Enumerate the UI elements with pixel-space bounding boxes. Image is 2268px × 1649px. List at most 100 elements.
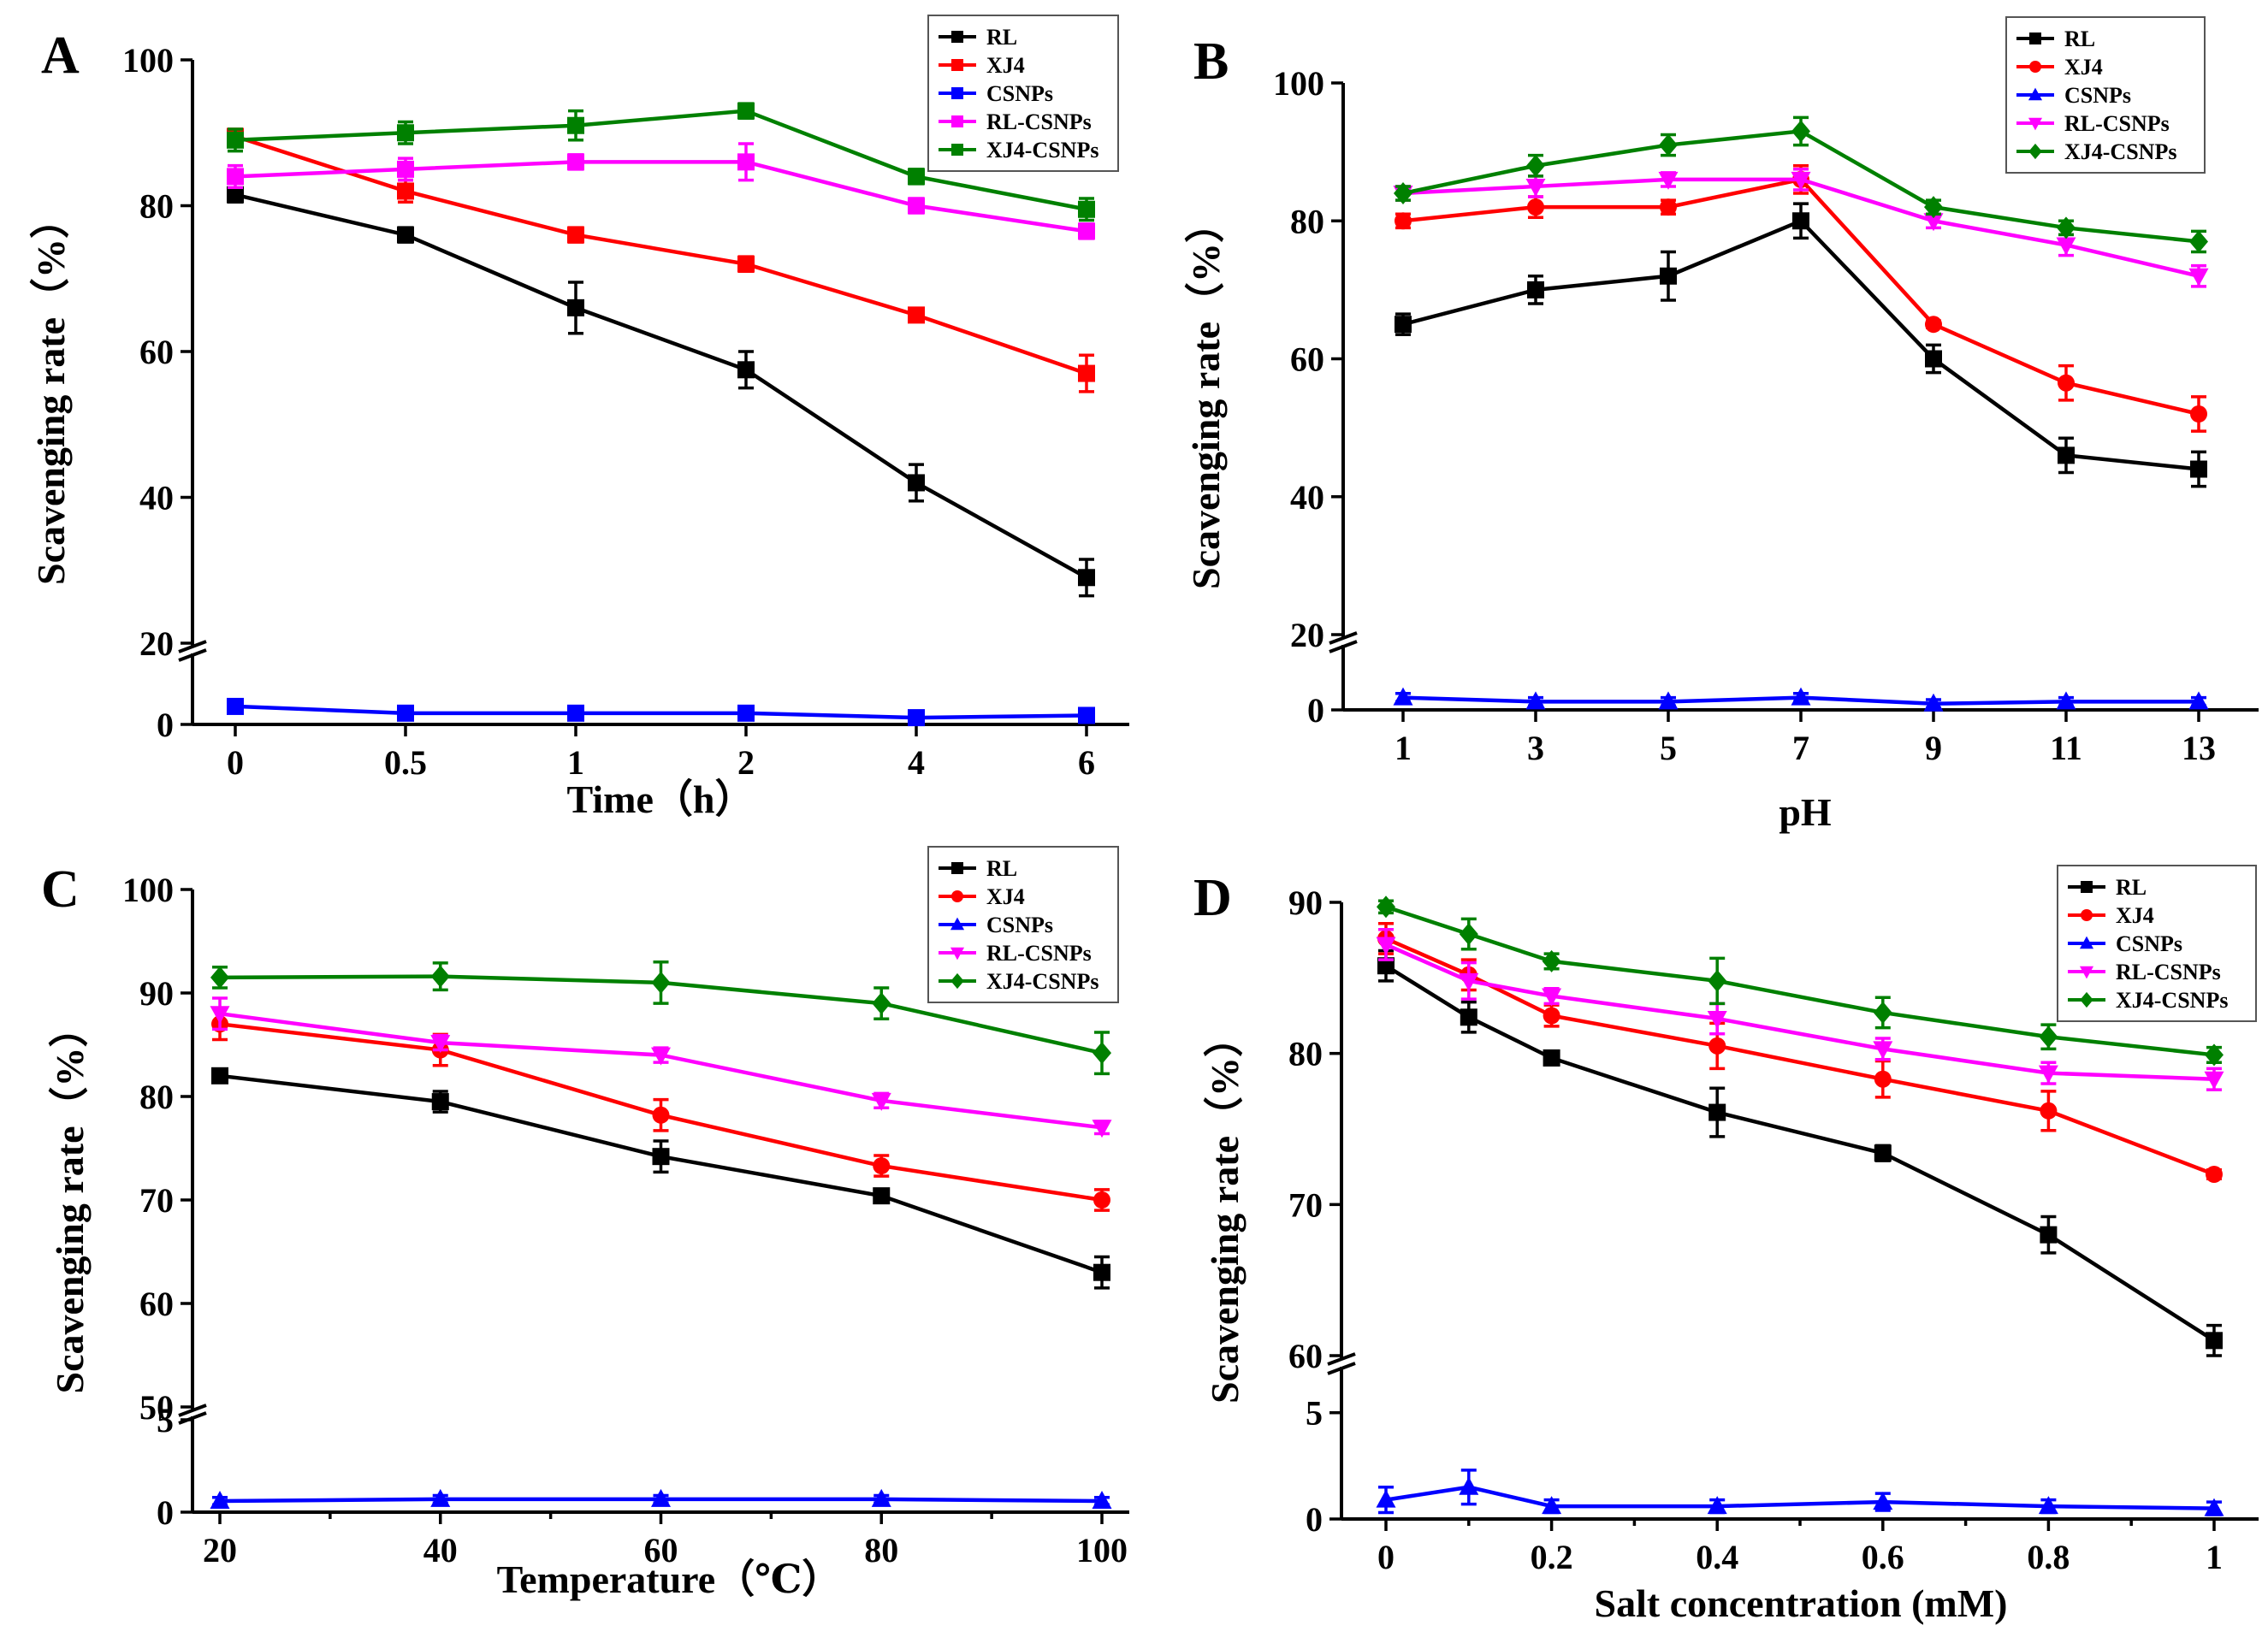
y-tick-label: 0 bbox=[1307, 691, 1324, 730]
data-point bbox=[908, 306, 925, 324]
data-point bbox=[1527, 198, 1544, 216]
legend-label: XJ4-CSNPs bbox=[2116, 988, 2228, 1013]
data-point bbox=[567, 153, 584, 171]
data-point bbox=[1707, 1011, 1727, 1030]
legend-label: XJ4 bbox=[2116, 903, 2154, 928]
x-tick-label: 1 bbox=[2206, 1538, 2223, 1576]
legend-label: RL bbox=[2116, 875, 2147, 900]
data-point bbox=[737, 255, 755, 273]
y-axis-title: Scavenging rate（%） bbox=[29, 199, 73, 585]
axis-break-mark bbox=[178, 640, 207, 653]
data-point bbox=[1923, 213, 1944, 232]
x-axis-title: Time（h） bbox=[567, 777, 755, 821]
data-point bbox=[1459, 972, 1479, 991]
data-point bbox=[873, 1157, 891, 1175]
data-point bbox=[871, 1092, 891, 1111]
series-xj4-csnps bbox=[1394, 115, 2208, 254]
series-xj4-csnps bbox=[210, 960, 1111, 1076]
data-point bbox=[737, 361, 755, 379]
data-point bbox=[1708, 969, 1727, 992]
series-xj4-csnps bbox=[1377, 895, 2224, 1067]
x-tick-label: 13 bbox=[2182, 729, 2216, 767]
legend-marker bbox=[951, 862, 963, 874]
x-tick-label: 20 bbox=[203, 1531, 237, 1569]
data-point bbox=[1542, 949, 1561, 972]
data-point bbox=[1459, 923, 1478, 946]
legend-label: XJ4 bbox=[2064, 55, 2103, 80]
y-tick-label: 60 bbox=[1288, 1337, 1323, 1375]
data-point bbox=[2058, 374, 2075, 392]
series-csnps bbox=[1393, 687, 2209, 712]
legend-label: CSNPs bbox=[2064, 83, 2131, 108]
y-tick-label: 60 bbox=[139, 1285, 174, 1323]
legend-label: CSNPs bbox=[986, 913, 1053, 937]
legend-marker bbox=[951, 59, 963, 71]
y-axis-title: Scavenging rate（%） bbox=[48, 1008, 92, 1393]
panel-c: 50 60 70 80 90 100 0 5 20 40 60 80 100 Temperature（℃）… bbox=[41, 846, 1129, 1601]
axis-break-mark bbox=[1327, 1352, 1356, 1366]
data-point bbox=[1527, 281, 1544, 298]
data-point bbox=[1542, 988, 1562, 1007]
legend: RL XJ4 CSNPs RL-CSNPs XJ4-CSNPs bbox=[2057, 865, 2257, 1022]
legend-label: RL-CSNPs bbox=[2116, 960, 2221, 984]
y-tick-label: 90 bbox=[139, 974, 174, 1013]
series-line bbox=[234, 192, 1088, 580]
data-point bbox=[1791, 171, 1811, 190]
y-tick-label: 100 bbox=[1273, 64, 1324, 103]
data-point bbox=[397, 182, 414, 200]
data-point bbox=[1791, 120, 1810, 143]
series-rl-csnps bbox=[1376, 928, 2224, 1091]
data-point bbox=[1924, 196, 1943, 219]
data-point bbox=[2056, 237, 2076, 256]
data-point bbox=[1376, 937, 1396, 955]
data-point bbox=[1395, 212, 1412, 230]
axis-break-mark bbox=[178, 1404, 207, 1417]
data-point bbox=[1873, 1001, 1892, 1024]
legend: RL XJ4 CSNPs RL-CSNPs XJ4-CSNPs bbox=[927, 15, 1119, 172]
panel-label: D bbox=[1193, 869, 1232, 927]
data-point bbox=[2038, 1496, 2058, 1515]
data-point bbox=[567, 116, 584, 134]
data-point bbox=[1377, 895, 1395, 919]
series-line bbox=[234, 134, 1087, 375]
x-tick-label: 80 bbox=[864, 1531, 898, 1569]
axis-break-mark bbox=[1329, 631, 1358, 645]
legend-marker bbox=[950, 972, 964, 990]
data-point bbox=[227, 697, 244, 715]
y-tick-label: 50 bbox=[139, 1388, 174, 1427]
data-point bbox=[2188, 268, 2209, 287]
x-tick-label: 100 bbox=[1076, 1531, 1128, 1569]
series-rl bbox=[211, 1067, 1110, 1290]
legend-marker bbox=[2080, 991, 2093, 1008]
series-line bbox=[234, 704, 1087, 720]
series-xj4 bbox=[211, 1007, 1110, 1212]
panel-label: A bbox=[41, 27, 80, 85]
panel-a: 20 40 60 80 100 0 0 0.5 1 2 4 6 Time（h） Scavenging ra… bbox=[29, 15, 1129, 821]
y-tick-label: 20 bbox=[139, 624, 174, 663]
data-point bbox=[1874, 1070, 1892, 1088]
legend-label: XJ4 bbox=[986, 53, 1025, 78]
x-tick-label: 0.2 bbox=[1531, 1538, 1573, 1576]
legend-marker bbox=[951, 890, 963, 902]
series-csnps bbox=[227, 697, 1095, 727]
legend-label: RL bbox=[986, 856, 1017, 881]
series-rl-csnps bbox=[210, 996, 1112, 1138]
x-axis-title: Temperature（℃） bbox=[497, 1557, 842, 1601]
series-csnps bbox=[1376, 1469, 2224, 1516]
data-point bbox=[2206, 1166, 2223, 1183]
data-point bbox=[227, 168, 244, 186]
legend-marker bbox=[2028, 117, 2043, 131]
data-point bbox=[2056, 691, 2076, 710]
data-point bbox=[1393, 687, 1413, 706]
x-tick-label: 0.6 bbox=[1862, 1538, 1904, 1576]
data-point bbox=[1460, 1008, 1477, 1026]
legend-label: XJ4-CSNPs bbox=[986, 138, 1098, 163]
legend-marker bbox=[951, 115, 963, 127]
data-point bbox=[1376, 1489, 1396, 1508]
legend-label: CSNPs bbox=[986, 81, 1053, 106]
legend-marker bbox=[2079, 936, 2094, 949]
y-tick-label: 5 bbox=[1306, 1394, 1323, 1433]
data-point bbox=[2206, 1332, 2223, 1350]
data-point bbox=[2040, 1226, 2058, 1244]
data-point bbox=[567, 704, 584, 722]
